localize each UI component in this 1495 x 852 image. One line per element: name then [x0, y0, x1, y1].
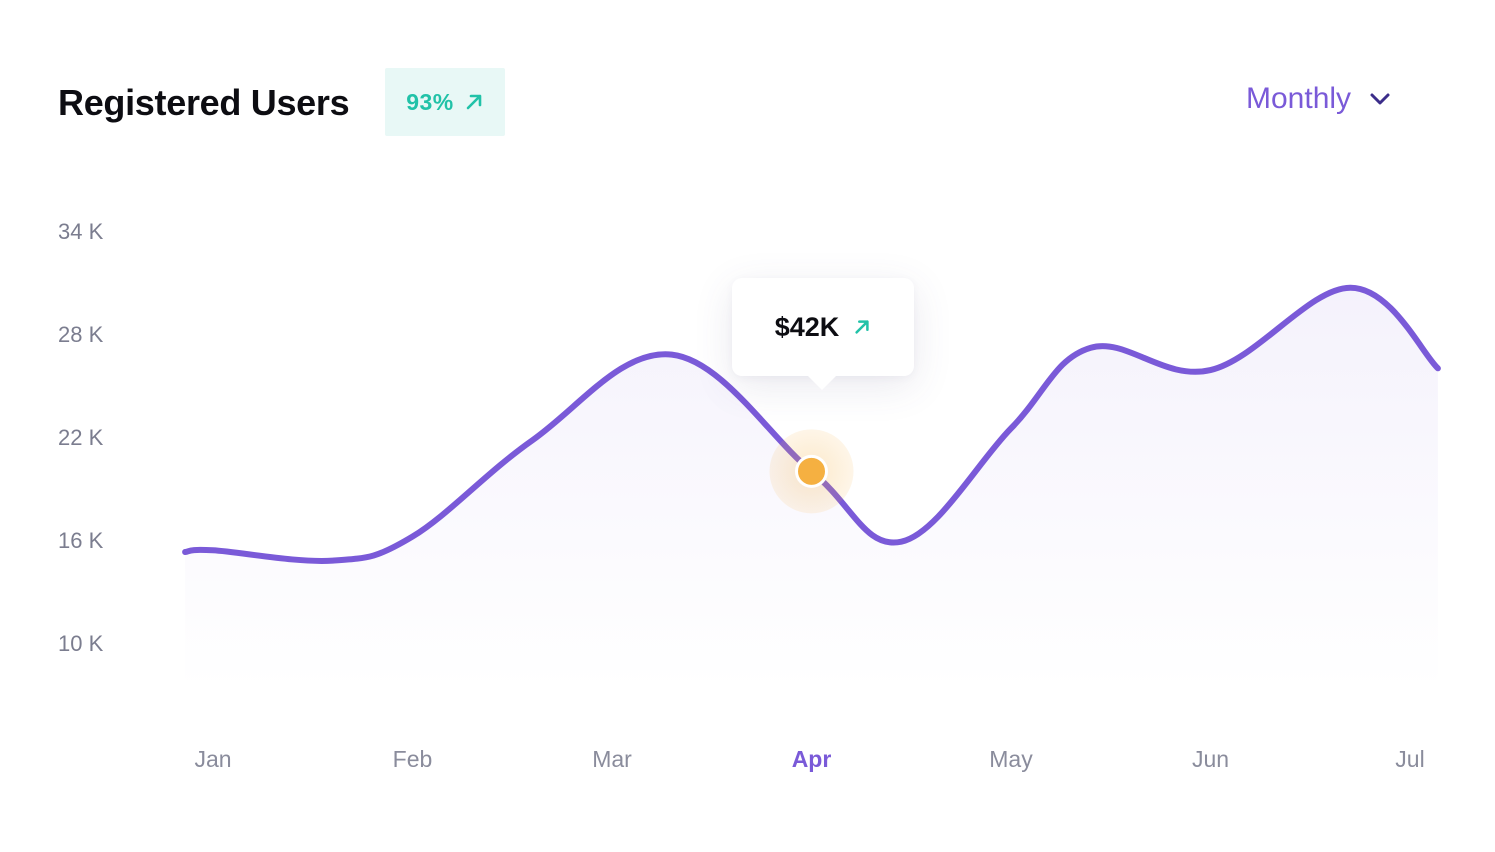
- y-axis-ticks: 34 K 28 K 22 K 16 K 10 K: [58, 219, 104, 656]
- highlight-point[interactable]: [795, 454, 828, 488]
- y-tick-label: 34 K: [58, 219, 104, 244]
- y-tick-label: 28 K: [58, 322, 104, 347]
- x-tick-label-jul[interactable]: Jul: [1395, 746, 1424, 772]
- y-tick-label: 22 K: [58, 425, 104, 450]
- growth-badge-value: 93%: [406, 88, 454, 115]
- x-tick-label-jun[interactable]: Jun: [1192, 746, 1229, 772]
- y-tick-label: 10 K: [58, 631, 104, 656]
- x-axis-ticks: Jan Feb Mar Apr May Jun Jul: [194, 746, 1424, 772]
- growth-badge: 93%: [385, 68, 505, 136]
- period-dropdown[interactable]: Monthly: [1246, 82, 1391, 116]
- x-tick-label-may[interactable]: May: [989, 746, 1033, 772]
- y-tick-label: 16 K: [58, 528, 104, 553]
- x-tick-label-jan[interactable]: Jan: [194, 746, 231, 772]
- x-tick-label-mar[interactable]: Mar: [592, 746, 632, 772]
- period-dropdown-label: Monthly: [1246, 82, 1352, 115]
- arrow-up-right-icon: [464, 92, 484, 112]
- tooltip-value: $42K: [774, 311, 840, 342]
- chart-title: Registered Users: [58, 82, 350, 123]
- chevron-down-icon[interactable]: [1369, 92, 1391, 106]
- value-tooltip: $42K: [732, 278, 914, 390]
- arrow-up-right-icon: [853, 318, 871, 336]
- x-tick-label-apr[interactable]: Apr: [792, 746, 832, 772]
- x-tick-label-feb[interactable]: Feb: [393, 746, 433, 772]
